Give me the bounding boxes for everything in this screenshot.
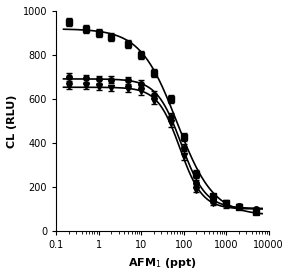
X-axis label: AFM$_1$ (ppt): AFM$_1$ (ppt) xyxy=(128,256,197,270)
Y-axis label: CL (RLU): CL (RLU) xyxy=(7,94,17,148)
